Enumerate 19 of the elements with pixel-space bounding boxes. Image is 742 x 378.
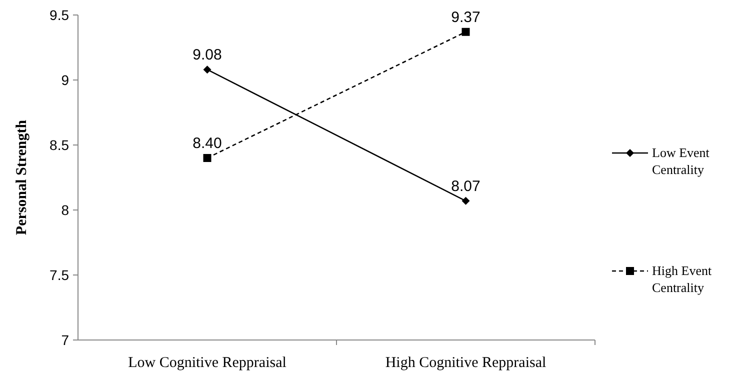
y-tick-label: 7.5 (50, 266, 70, 283)
y-tick-label: 8.5 (50, 136, 70, 153)
y-tick-label: 7 (61, 332, 70, 348)
data-label: 9.08 (192, 46, 222, 64)
data-label: 9.37 (451, 8, 480, 26)
point (203, 66, 212, 74)
legend-label: Low Event Centrality (652, 145, 710, 177)
legend-label: High Event Centrality (652, 263, 712, 295)
point (462, 28, 470, 36)
y-tick-label: 9 (61, 72, 70, 88)
point (462, 196, 470, 205)
y-tick-label: 9.5 (50, 6, 70, 23)
data-label: 8.40 (192, 135, 222, 152)
x-tick-label: High Cognitive Reppraisal (385, 355, 546, 371)
x-tick-label: Low Cognitive Reppraisal (128, 355, 286, 371)
y-tick-label: 8 (61, 202, 70, 218)
data-label: 8.07 (451, 178, 480, 195)
y-axis-title: Personal Strength (14, 119, 30, 236)
point (203, 154, 212, 162)
